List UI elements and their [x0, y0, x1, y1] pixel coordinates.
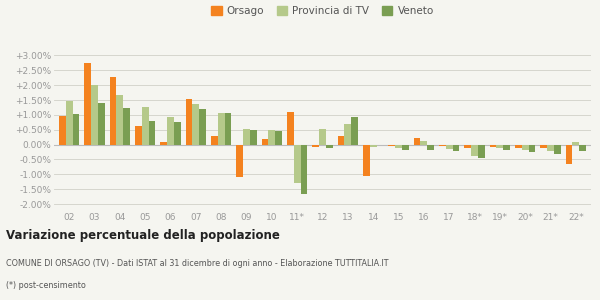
Bar: [490, 145, 496, 147]
Bar: [149, 121, 155, 145]
Bar: [522, 145, 529, 150]
Bar: [59, 116, 66, 145]
Bar: [388, 145, 395, 146]
Bar: [262, 139, 268, 145]
Bar: [243, 129, 250, 145]
Bar: [370, 145, 377, 147]
Bar: [554, 145, 561, 154]
Bar: [579, 145, 586, 151]
Bar: [160, 142, 167, 145]
Bar: [503, 145, 510, 150]
Bar: [174, 122, 181, 145]
Bar: [275, 130, 282, 145]
Bar: [116, 94, 123, 145]
Bar: [439, 145, 446, 146]
Bar: [199, 109, 206, 145]
Bar: [421, 141, 427, 145]
Bar: [452, 145, 460, 151]
Bar: [427, 145, 434, 150]
Bar: [123, 108, 130, 145]
Bar: [193, 103, 199, 145]
Bar: [142, 107, 149, 145]
Bar: [135, 126, 142, 145]
Bar: [363, 145, 370, 176]
Bar: [496, 145, 503, 148]
Bar: [84, 63, 91, 145]
Bar: [287, 112, 294, 145]
Bar: [471, 145, 478, 157]
Bar: [515, 145, 522, 148]
Bar: [98, 103, 105, 145]
Bar: [338, 136, 344, 145]
Bar: [236, 145, 243, 177]
Bar: [326, 145, 333, 148]
Bar: [110, 77, 116, 145]
Bar: [224, 113, 232, 145]
Bar: [268, 130, 275, 145]
Bar: [402, 145, 409, 150]
Bar: [529, 145, 535, 152]
Bar: [167, 117, 174, 145]
Bar: [312, 145, 319, 147]
Bar: [218, 113, 224, 145]
Bar: [395, 145, 402, 148]
Bar: [185, 99, 193, 145]
Bar: [73, 114, 79, 145]
Bar: [446, 145, 452, 149]
Bar: [344, 124, 351, 145]
Bar: [413, 138, 421, 145]
Bar: [478, 145, 485, 158]
Bar: [351, 117, 358, 145]
Bar: [91, 85, 98, 145]
Text: (*) post-censimento: (*) post-censimento: [6, 281, 86, 290]
Bar: [319, 128, 326, 145]
Bar: [301, 145, 307, 194]
Bar: [250, 130, 257, 145]
Bar: [211, 136, 218, 145]
Text: Variazione percentuale della popolazione: Variazione percentuale della popolazione: [6, 229, 280, 242]
Bar: [547, 145, 554, 151]
Bar: [464, 145, 471, 148]
Text: COMUNE DI ORSAGO (TV) - Dati ISTAT al 31 dicembre di ogni anno - Elaborazione TU: COMUNE DI ORSAGO (TV) - Dati ISTAT al 31…: [6, 259, 389, 268]
Legend: Orsago, Provincia di TV, Veneto: Orsago, Provincia di TV, Veneto: [209, 4, 436, 18]
Bar: [294, 145, 301, 183]
Bar: [566, 145, 572, 164]
Bar: [572, 142, 579, 145]
Bar: [66, 101, 73, 145]
Bar: [540, 145, 547, 148]
